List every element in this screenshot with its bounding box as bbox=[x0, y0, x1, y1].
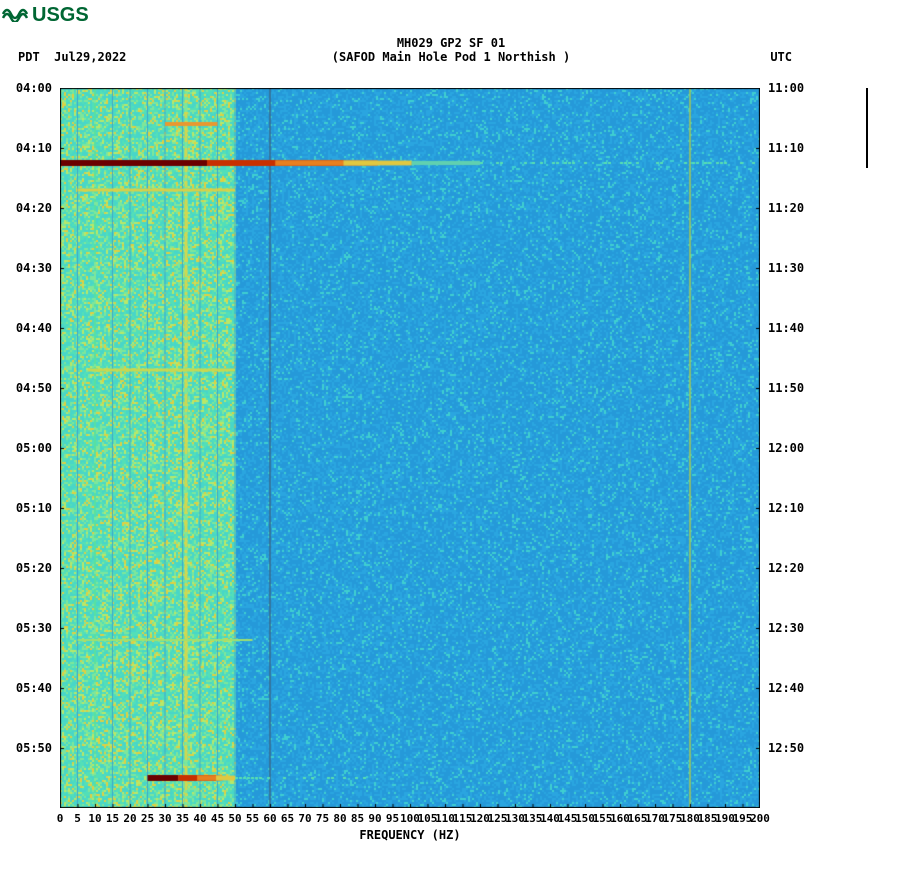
y-left-tick: 04:30 bbox=[16, 261, 52, 275]
spectrogram-canvas bbox=[60, 88, 760, 808]
y-left-tick: 04:50 bbox=[16, 381, 52, 395]
y-axis-right-labels: 11:0011:1011:2011:3011:4011:5012:0012:10… bbox=[764, 88, 824, 808]
y-right-tick: 12:10 bbox=[768, 501, 804, 515]
x-tick: 70 bbox=[298, 812, 311, 825]
title-line-2: (SAFOD Main Hole Pod 1 Northish ) bbox=[0, 50, 902, 64]
y-left-tick: 05:40 bbox=[16, 681, 52, 695]
y-right-tick: 11:50 bbox=[768, 381, 804, 395]
y-right-tick: 11:40 bbox=[768, 321, 804, 335]
x-tick: 55 bbox=[246, 812, 259, 825]
logo-wave-icon bbox=[2, 2, 28, 28]
y-right-tick: 12:00 bbox=[768, 441, 804, 455]
x-tick: 35 bbox=[176, 812, 189, 825]
x-tick: 85 bbox=[351, 812, 364, 825]
left-tz: PDT bbox=[18, 50, 40, 64]
x-axis-title: FREQUENCY (HZ) bbox=[60, 828, 760, 842]
y-left-tick: 05:20 bbox=[16, 561, 52, 575]
y-right-tick: 11:10 bbox=[768, 141, 804, 155]
title-line-1: MH029 GP2 SF 01 bbox=[0, 36, 902, 50]
right-tz: UTC bbox=[770, 50, 792, 64]
x-tick: 95 bbox=[386, 812, 399, 825]
x-tick: 15 bbox=[106, 812, 119, 825]
x-tick: 200 bbox=[750, 812, 770, 825]
y-right-tick: 12:40 bbox=[768, 681, 804, 695]
y-axis-left-labels: 04:0004:1004:2004:3004:4004:5005:0005:10… bbox=[0, 88, 56, 808]
y-left-tick: 05:30 bbox=[16, 621, 52, 635]
x-tick: 5 bbox=[74, 812, 81, 825]
x-tick: 30 bbox=[158, 812, 171, 825]
x-tick: 60 bbox=[263, 812, 276, 825]
x-tick: 80 bbox=[333, 812, 346, 825]
left-date: Jul29,2022 bbox=[54, 50, 126, 64]
y-left-tick: 04:40 bbox=[16, 321, 52, 335]
y-left-tick: 04:00 bbox=[16, 81, 52, 95]
y-right-tick: 11:30 bbox=[768, 261, 804, 275]
y-left-tick: 05:10 bbox=[16, 501, 52, 515]
chart-title: MH029 GP2 SF 01 (SAFOD Main Hole Pod 1 N… bbox=[0, 36, 902, 64]
header-right: UTC bbox=[770, 50, 792, 64]
x-axis-labels: 0510152025303540455055606570758085909510… bbox=[60, 812, 760, 826]
y-left-tick: 05:50 bbox=[16, 741, 52, 755]
usgs-logo: USGS bbox=[2, 2, 89, 28]
y-right-tick: 12:50 bbox=[768, 741, 804, 755]
x-tick: 25 bbox=[141, 812, 154, 825]
x-tick: 10 bbox=[88, 812, 101, 825]
spectrogram-plot bbox=[60, 88, 760, 808]
y-left-tick: 04:20 bbox=[16, 201, 52, 215]
x-tick: 0 bbox=[57, 812, 64, 825]
y-right-tick: 12:30 bbox=[768, 621, 804, 635]
x-tick: 40 bbox=[193, 812, 206, 825]
x-tick: 20 bbox=[123, 812, 136, 825]
x-tick: 45 bbox=[211, 812, 224, 825]
y-right-tick: 12:20 bbox=[768, 561, 804, 575]
header-left: PDT Jul29,2022 bbox=[18, 50, 126, 64]
x-tick: 50 bbox=[228, 812, 241, 825]
y-right-tick: 11:00 bbox=[768, 81, 804, 95]
y-right-tick: 11:20 bbox=[768, 201, 804, 215]
right-scale-bar bbox=[866, 88, 868, 168]
x-tick: 75 bbox=[316, 812, 329, 825]
y-left-tick: 04:10 bbox=[16, 141, 52, 155]
x-tick: 65 bbox=[281, 812, 294, 825]
logo-text: USGS bbox=[32, 4, 89, 27]
y-left-tick: 05:00 bbox=[16, 441, 52, 455]
x-tick: 90 bbox=[368, 812, 381, 825]
